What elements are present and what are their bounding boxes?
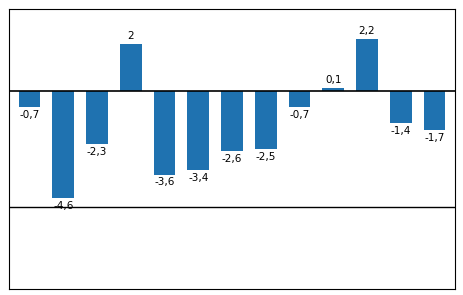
Text: 0,1: 0,1: [324, 76, 341, 86]
Bar: [86, 91, 108, 144]
Bar: [389, 91, 411, 123]
Text: -4,6: -4,6: [53, 201, 73, 211]
Bar: [355, 39, 377, 91]
Text: -0,7: -0,7: [289, 110, 309, 120]
Bar: [52, 91, 74, 198]
Text: -0,7: -0,7: [19, 110, 39, 120]
Text: -2,5: -2,5: [255, 152, 275, 162]
Text: 2,2: 2,2: [358, 27, 375, 36]
Bar: [254, 91, 276, 149]
Bar: [119, 44, 141, 91]
Bar: [187, 91, 209, 170]
Bar: [220, 91, 243, 151]
Text: 2: 2: [127, 31, 134, 41]
Text: -2,3: -2,3: [87, 147, 107, 157]
Text: -3,6: -3,6: [154, 178, 175, 187]
Bar: [322, 88, 344, 91]
Bar: [19, 91, 40, 107]
Text: -1,4: -1,4: [390, 126, 410, 136]
Text: -2,6: -2,6: [221, 154, 242, 164]
Text: -3,4: -3,4: [188, 173, 208, 183]
Bar: [153, 91, 175, 175]
Text: -1,7: -1,7: [423, 133, 444, 143]
Bar: [423, 91, 444, 130]
Bar: [288, 91, 310, 107]
